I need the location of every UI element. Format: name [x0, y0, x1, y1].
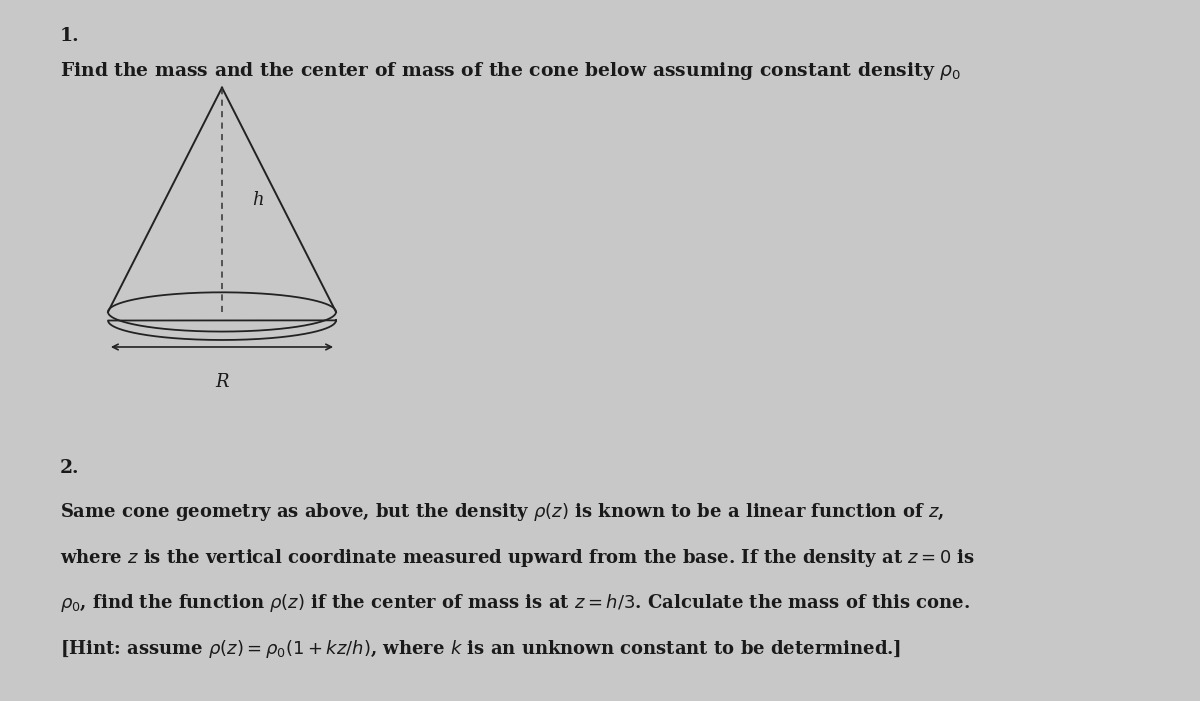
Text: Same cone geometry as above, but the density $\rho(z)$ is known to be a linear f: Same cone geometry as above, but the den… — [60, 501, 944, 523]
Text: $\rho_0$, find the function $\rho(z)$ if the center of mass is at $z = h/3$. Cal: $\rho_0$, find the function $\rho(z)$ if… — [60, 592, 971, 614]
Text: where $z$ is the vertical coordinate measured upward from the base. If the densi: where $z$ is the vertical coordinate mea… — [60, 547, 976, 569]
Text: [Hint: assume $\rho(z) = \rho_0(1 + kz/h)$, where $k$ is an unknown constant to : [Hint: assume $\rho(z) = \rho_0(1 + kz/h… — [60, 638, 901, 660]
Text: h: h — [252, 191, 264, 209]
Text: R: R — [215, 373, 229, 391]
Text: 1.: 1. — [60, 27, 79, 45]
Text: Find the mass and the center of mass of the cone below assuming constant density: Find the mass and the center of mass of … — [60, 60, 961, 81]
Text: 2.: 2. — [60, 459, 79, 477]
